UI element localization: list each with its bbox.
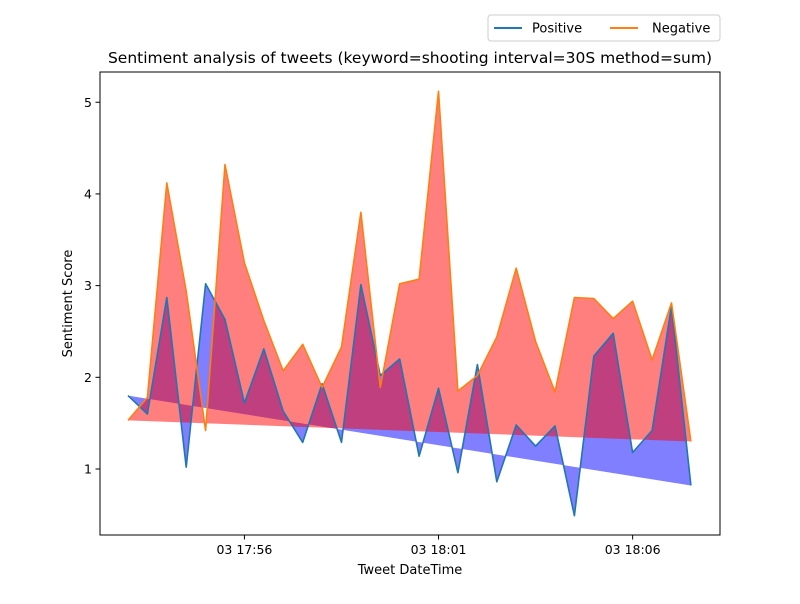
positive-series-line: [127, 282, 692, 517]
y-tick-label-2: 3: [84, 278, 92, 293]
negative-area-fill: [128, 91, 691, 442]
x-tick-label-1: 03 18:01: [411, 542, 467, 557]
legend-positive-label: Positive: [532, 22, 582, 37]
positive-area-fill: [128, 283, 691, 516]
y-axis: 1 2 3 4 5: [84, 95, 100, 476]
legend-box: [487, 14, 721, 42]
chart-title: Sentiment analysis of tweets (keyword=sh…: [108, 49, 712, 67]
y-tick-label-1: 2: [84, 370, 92, 385]
x-axis-label: Tweet DateTime: [357, 563, 463, 578]
plot-frame: [99, 71, 721, 536]
series-lines: [127, 90, 692, 517]
negative-series-line: [127, 90, 692, 442]
plot-area: [99, 71, 721, 536]
x-axis: 03 17:56 03 18:01 03 18:06: [216, 535, 661, 557]
y-tick-label-3: 4: [84, 186, 92, 201]
x-tick-label-2: 03 18:06: [605, 542, 661, 557]
y-tick-label-4: 5: [84, 95, 92, 110]
y-tick-label-0: 1: [84, 461, 92, 476]
legend: Positive Negative: [487, 14, 721, 42]
area-fills: [128, 91, 691, 516]
x-tick-label-0: 03 17:56: [216, 542, 272, 557]
y-axis-label: Sentiment Score: [61, 250, 76, 358]
legend-negative-label: Negative: [652, 22, 710, 37]
